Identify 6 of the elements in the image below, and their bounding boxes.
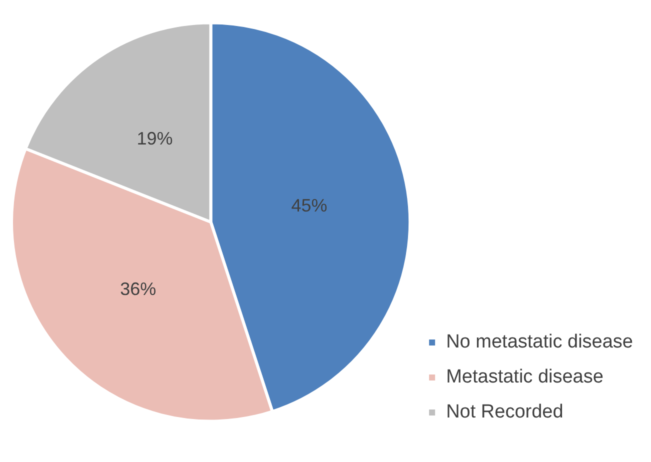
legend-label: No metastatic disease xyxy=(446,332,633,353)
legend-label: Not Recorded xyxy=(446,402,564,423)
legend-label: Metastatic disease xyxy=(446,366,604,388)
data-label: 19% xyxy=(136,128,173,149)
data-label: 45% xyxy=(291,195,328,216)
data-label: 36% xyxy=(120,279,156,300)
